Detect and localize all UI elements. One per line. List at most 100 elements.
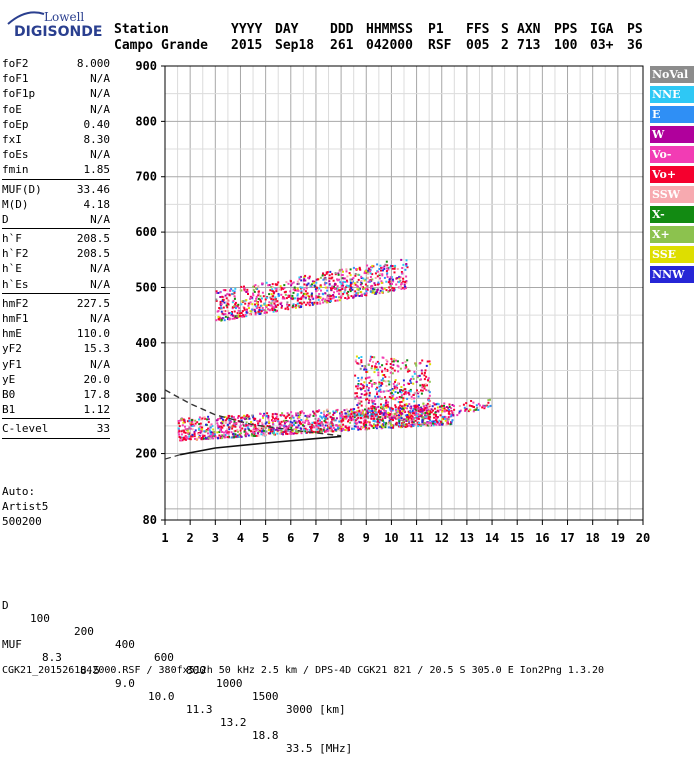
echo-point	[357, 383, 360, 385]
echo-point	[234, 307, 237, 310]
echo-point	[203, 416, 206, 419]
echo-point	[309, 429, 311, 432]
echo-point	[383, 421, 385, 424]
echo-point	[423, 417, 426, 420]
echo-point	[251, 433, 254, 436]
echo-point	[291, 430, 294, 433]
parameter-row: foF1 N/A	[2, 71, 110, 86]
muf-value: 9.0	[115, 677, 135, 690]
echo-point	[186, 428, 189, 430]
echo-point	[235, 317, 238, 319]
echo-point	[403, 409, 406, 412]
echo-point	[389, 284, 392, 287]
echo-point	[376, 360, 379, 363]
echo-point	[404, 418, 407, 421]
echo-point	[325, 417, 328, 420]
echo-point	[407, 417, 410, 420]
echo-point	[286, 426, 289, 428]
echo-point	[357, 402, 360, 405]
echo-point	[381, 288, 384, 291]
echo-point	[383, 287, 386, 290]
echo-point	[247, 427, 250, 430]
echo-point	[381, 417, 384, 420]
echo-point	[405, 263, 408, 265]
echo-point	[247, 415, 250, 418]
parameter-row: h`E N/A	[2, 261, 110, 276]
echo-point	[218, 431, 221, 433]
echo-point	[443, 409, 446, 412]
echo-point	[209, 426, 212, 429]
echo-point	[271, 420, 274, 423]
parameter-row: h`Es N/A	[2, 277, 110, 292]
echo-point	[220, 307, 223, 310]
echo-point	[364, 278, 367, 281]
echo-point	[463, 406, 466, 409]
echo-point	[320, 428, 323, 431]
echo-point	[351, 280, 354, 282]
echo-point	[264, 422, 267, 425]
echo-point	[349, 274, 352, 277]
echo-point	[339, 268, 342, 271]
echo-point	[382, 379, 385, 382]
echo-point	[397, 370, 400, 373]
echo-point	[275, 288, 278, 290]
echo-point	[415, 423, 418, 426]
echo-point	[443, 402, 446, 405]
echo-point	[271, 307, 274, 310]
echo-point	[370, 285, 372, 288]
echo-point	[385, 363, 388, 366]
echo-point	[428, 360, 431, 363]
echo-point	[231, 289, 234, 292]
echo-point	[315, 425, 318, 428]
echo-point	[465, 402, 468, 405]
parameter-value: 1.85	[83, 163, 111, 177]
echo-point	[388, 380, 391, 383]
echo-point	[388, 421, 391, 424]
echo-point	[341, 418, 344, 420]
echo-point	[365, 294, 368, 297]
echo-point	[286, 415, 289, 418]
echo-point	[279, 426, 281, 429]
echo-point	[355, 355, 358, 358]
echo-point	[342, 270, 344, 273]
parameter-separator	[2, 437, 110, 439]
echo-point	[348, 410, 351, 413]
echo-point	[366, 421, 369, 423]
echo-point	[227, 431, 230, 434]
echo-point	[372, 427, 375, 429]
echo-point	[358, 412, 360, 415]
echo-point	[277, 418, 280, 421]
echo-point	[234, 303, 237, 306]
echo-point	[341, 281, 344, 284]
echo-point	[366, 415, 369, 418]
echo-point	[452, 405, 455, 407]
echo-point	[378, 395, 381, 398]
echo-point	[292, 288, 295, 291]
echo-point	[334, 419, 337, 422]
echo-point	[223, 319, 226, 322]
parameter-name: foF1	[2, 72, 29, 86]
echo-point	[280, 306, 283, 309]
echo-point	[406, 414, 409, 416]
parameter-value: N/A	[90, 148, 110, 162]
echo-point	[184, 425, 186, 428]
echo-point	[429, 419, 431, 422]
echo-point	[387, 290, 390, 293]
header-label-hhmmss: HHMMSS	[366, 22, 413, 37]
distance-value: 600	[154, 651, 174, 664]
echo-point	[280, 424, 283, 427]
echo-point	[300, 422, 302, 425]
echo-point	[302, 412, 305, 415]
echo-point	[336, 278, 338, 281]
echo-point	[355, 292, 358, 295]
echo-point	[207, 418, 210, 421]
echo-point	[245, 433, 248, 436]
echo-point	[278, 421, 281, 424]
echo-point	[317, 417, 320, 420]
echo-point	[401, 410, 404, 413]
echo-point	[386, 413, 389, 416]
echo-point	[385, 422, 388, 425]
echo-point	[372, 415, 375, 418]
echo-point	[254, 310, 257, 313]
echo-point	[379, 411, 382, 414]
